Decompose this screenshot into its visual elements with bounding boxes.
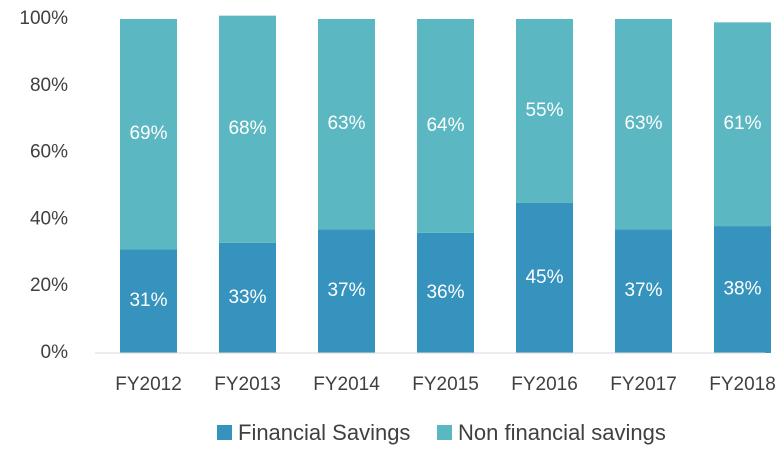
bar-segment [219,15,276,243]
x-tick-label: FY2015 [412,374,479,395]
x-tick-label: FY2017 [610,374,677,395]
bar-segment [318,229,375,353]
x-tick-label: FY2016 [511,374,578,395]
bar-segment [318,19,375,230]
data-label: 38% [723,279,761,300]
data-label: 33% [228,287,266,308]
data-label: 55% [525,100,563,121]
data-label: 64% [426,115,464,136]
bar-segment [120,249,177,353]
legend-swatch [437,425,452,440]
data-label: 63% [327,113,365,134]
x-tick-label: FY2013 [214,374,281,395]
y-tick-label: 60% [30,142,68,163]
bar-segment [615,19,672,230]
bar-segment [714,22,771,227]
y-tick-label: 40% [30,208,68,229]
data-label: 37% [624,280,662,301]
data-label: 36% [426,282,464,303]
bar-segment [417,232,474,353]
x-tick-label: FY2018 [709,374,776,395]
data-label: 68% [228,118,266,139]
data-label: 31% [129,290,167,311]
bar-segment [120,19,177,250]
bar-segment [417,19,474,233]
bar-segment [615,229,672,353]
x-tick-label: FY2012 [115,374,182,395]
bar-segment [516,19,573,203]
data-label: 45% [525,267,563,288]
x-tick-label: FY2014 [313,374,380,395]
legend-label: Financial Savings [238,420,410,445]
y-tick-label: 20% [30,275,68,296]
y-tick-label: 100% [19,8,68,29]
data-label: 61% [723,113,761,134]
bar-segment [714,226,771,353]
data-label: 63% [624,113,662,134]
legend-swatch [217,425,232,440]
data-label: 69% [129,123,167,144]
legend-label: Non financial savings [458,420,666,445]
bar-segment [219,242,276,353]
y-tick-label: 0% [41,342,69,363]
y-tick-label: 80% [30,75,68,96]
bar-segment [516,202,573,353]
data-label: 37% [327,280,365,301]
